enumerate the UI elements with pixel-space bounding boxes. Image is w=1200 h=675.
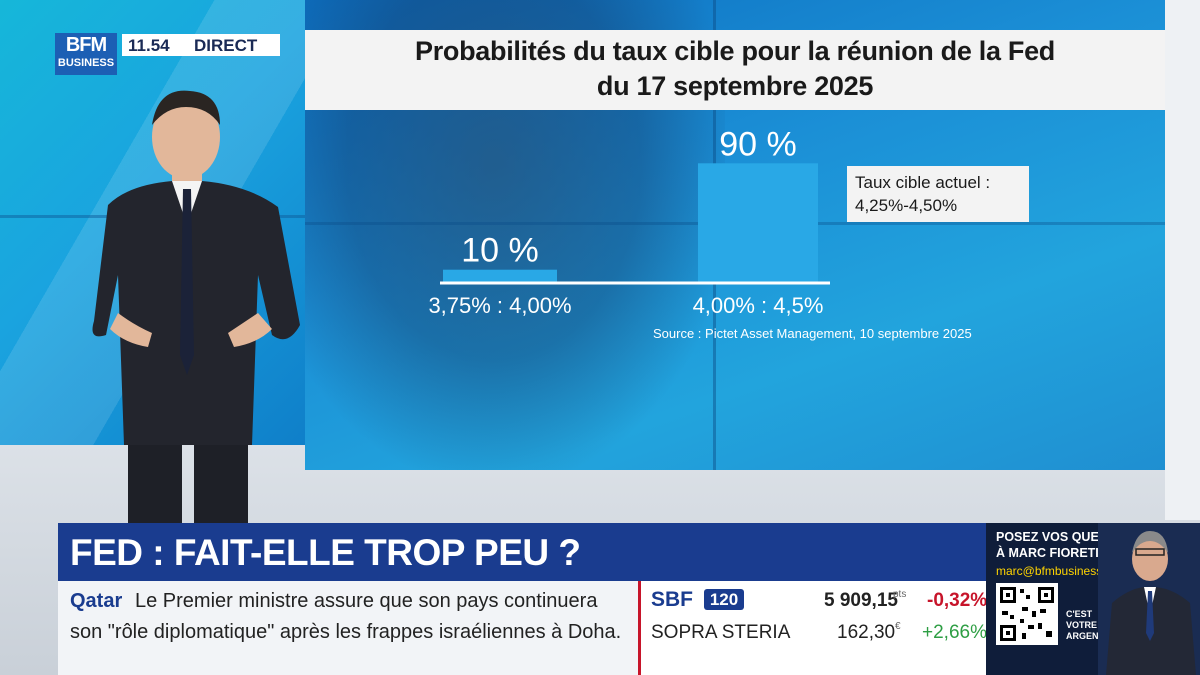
news-ticker: Qatar Le Premier ministre assure que son… [58, 581, 638, 675]
qr-code-icon [996, 583, 1058, 645]
headline-text: FED : FAIT-ELLE TROP PEU ? [70, 532, 581, 573]
bar-value-label-1: 10 % [461, 232, 539, 270]
live-clock: 11.54 DIRECT [122, 34, 280, 56]
ticker-source: Qatar [70, 590, 123, 612]
tag-line2: VOTRE [1066, 620, 1098, 630]
logo-subtext: BUSINESS [57, 57, 115, 69]
bar-2 [698, 163, 818, 283]
index-number-badge: 120 [704, 589, 744, 610]
presenter [92, 90, 300, 525]
chart-source: Source : Pictet Asset Management, 10 sep… [653, 326, 972, 341]
tag-line3: ARGENT [1066, 631, 1104, 641]
annotation-line1: Taux cible actuel : [855, 173, 991, 192]
stock-change: +2,66% [922, 622, 987, 643]
live-badge: DIRECT [194, 36, 258, 55]
promo-panel: POSEZ VOS QUESTIONS À MARC FIORETINO mar… [986, 523, 1200, 675]
channel-logo: BFM BUSINESS [55, 33, 117, 75]
category-label-1: 3,75% : 4,00% [428, 293, 571, 318]
annotation-line2: 4,25%-4,50% [855, 196, 958, 215]
headline-bar: FED : FAIT-ELLE TROP PEU ? [58, 523, 986, 581]
ticker-line1: Le Premier ministre assure que son pays … [135, 590, 598, 612]
studio-edge [1165, 0, 1200, 520]
index-value: 5 909,15 [824, 590, 898, 611]
stock-value: 162,30 [837, 622, 896, 643]
guest-photo [1098, 523, 1200, 675]
stock-name: SOPRA STERIA [651, 622, 791, 643]
clock-time: 11.54 [128, 36, 170, 55]
bar-value-label-2: 90 % [719, 125, 797, 163]
ticker-line2: son "rôle diplomatique" après les frappe… [70, 621, 622, 643]
chart-title-line1: Probabilités du taux cible pour la réuni… [414, 36, 1055, 66]
chart-title-card: Probabilités du taux cible pour la réuni… [305, 30, 1165, 110]
current-rate-annotation: Taux cible actuel : 4,25%-4,50% [847, 166, 1029, 222]
index-name: SBF [651, 588, 693, 611]
promo-email: marc@bfmbusiness.fr [996, 564, 1113, 578]
tag-line1: C'EST [1066, 609, 1093, 619]
category-label-2: 4,00% : 4,5% [693, 293, 824, 318]
stock-unit: € [895, 621, 901, 632]
index-unit: pts [893, 589, 907, 600]
chart-title-line2: du 17 septembre 2025 [596, 71, 874, 101]
promo-line2: À MARC FIORETINO [996, 546, 1118, 560]
index-change: -0,32% [927, 590, 988, 611]
market-ticker: SBF 120 5 909,15 pts -0,32% SOPRA STERIA… [638, 581, 988, 675]
bar-1 [443, 269, 557, 283]
show-tag: C'EST VOTRE ARGENT [1066, 609, 1104, 642]
logo-text: BFM [65, 34, 107, 56]
